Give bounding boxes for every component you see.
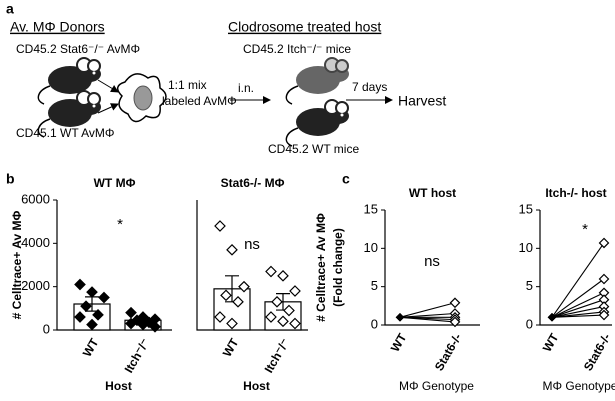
x-tick-label: Itch⁻/⁻	[122, 336, 153, 375]
data-point	[271, 295, 283, 308]
x-tick-label: Stat6-/-	[432, 331, 464, 373]
data-point	[220, 289, 232, 302]
y-tick-label: 4000	[21, 235, 50, 250]
data-point	[283, 304, 295, 317]
chart-title: WT MΦ	[94, 176, 136, 190]
pair-line	[551, 306, 605, 318]
data-point	[265, 311, 277, 323]
annotation: ns	[424, 253, 440, 270]
y-axis-label: (Fold change)	[331, 228, 345, 307]
x-tick-label: WT	[540, 331, 562, 355]
x-tick-label: Stat6-/-	[581, 331, 613, 373]
pair-line	[551, 299, 605, 318]
y-tick-label: 0	[526, 316, 533, 331]
data-point	[143, 316, 155, 329]
data-point	[74, 278, 86, 291]
data-point	[449, 316, 461, 328]
y-axis-label: # Celltrace+ Av MΦ	[314, 213, 328, 322]
donor-label: CD45.1 WT AvMΦ	[16, 126, 115, 140]
annotation: *	[582, 221, 588, 238]
pair-line	[551, 278, 605, 318]
x-tick-label: WT	[80, 336, 102, 360]
data-point	[277, 269, 289, 282]
host-label: CD45.2 Itch⁻/⁻ mice	[243, 42, 351, 56]
data-point	[547, 313, 557, 322]
time-label: 7 days	[352, 80, 387, 94]
y-tick-label: 0	[371, 316, 378, 331]
x-axis-label: MΦ Genotype	[543, 379, 615, 393]
data-point	[98, 291, 110, 304]
annotation: ns	[244, 236, 260, 253]
x-axis-label: Host	[243, 379, 270, 393]
data-point	[149, 320, 161, 333]
mouse-icon	[285, 57, 350, 105]
data-point	[598, 237, 610, 249]
data-point	[86, 318, 98, 331]
data-point	[598, 309, 610, 321]
mix-label: 1:1 mix	[168, 78, 207, 92]
data-point	[449, 297, 461, 309]
x-tick-label: WT	[220, 336, 242, 360]
mouse-icon	[285, 99, 350, 147]
y-tick-label: 15	[519, 201, 533, 216]
y-tick-label: 15	[364, 201, 378, 216]
mix-label: labeled AvMΦ	[162, 94, 237, 108]
data-point	[289, 317, 301, 330]
data-point	[214, 220, 226, 232]
pair-line	[399, 302, 456, 318]
donor-label: CD45.2 Stat6⁻/⁻ AvMΦ	[16, 42, 140, 56]
panel-label: b	[6, 171, 15, 187]
pair-line	[551, 242, 605, 318]
data-point	[289, 285, 301, 297]
y-tick-label: 0	[43, 321, 50, 336]
data-point	[226, 243, 238, 256]
data-point	[226, 317, 238, 330]
y-tick-label: 5	[371, 278, 378, 293]
x-axis-label: MΦ Genotype	[399, 379, 474, 393]
data-point	[232, 295, 244, 308]
data-point	[74, 311, 86, 323]
data-point	[277, 315, 289, 328]
pair-line	[399, 312, 456, 318]
panel-label: c	[342, 171, 350, 187]
host-title: Clodrosome treated host	[228, 19, 381, 35]
pair-line	[399, 316, 456, 323]
chart-title: WT host	[409, 186, 456, 200]
data-point	[86, 286, 98, 298]
panel-label: a	[6, 1, 14, 17]
data-point	[265, 265, 277, 278]
data-point	[238, 280, 250, 293]
nucleus	[133, 85, 153, 111]
data-point	[395, 313, 405, 322]
data-point	[92, 308, 104, 321]
data-point	[80, 300, 92, 313]
data-point	[125, 317, 137, 330]
arrow	[97, 103, 119, 114]
y-tick-label: 10	[364, 240, 378, 255]
data-point	[598, 273, 610, 285]
data-point	[137, 318, 149, 331]
annotation: *	[117, 216, 123, 233]
harvest-label: Harvest	[398, 93, 446, 109]
y-axis-label: # Celltrace+ Av MΦ	[10, 211, 24, 320]
chart-title: Itch-/- host	[545, 186, 606, 200]
data-point	[214, 311, 226, 323]
y-tick-label: 10	[519, 240, 533, 255]
y-tick-label: 6000	[21, 191, 50, 206]
pair-line	[551, 314, 605, 318]
arrow	[97, 79, 119, 93]
donors-title: Av. MΦ Donors	[10, 19, 105, 35]
chart-title: Stat6-/- MΦ	[221, 176, 285, 190]
x-tick-label: WT	[388, 331, 410, 355]
host-label: CD45.2 WT mice	[268, 142, 359, 156]
route-label: i.n.	[238, 81, 254, 95]
x-axis-label: Host	[105, 379, 132, 393]
y-tick-label: 5	[526, 278, 533, 293]
x-tick-label: Itch⁻/⁻	[262, 336, 293, 375]
y-tick-label: 2000	[21, 278, 50, 293]
data-point	[125, 306, 137, 319]
pair-line	[551, 292, 605, 318]
